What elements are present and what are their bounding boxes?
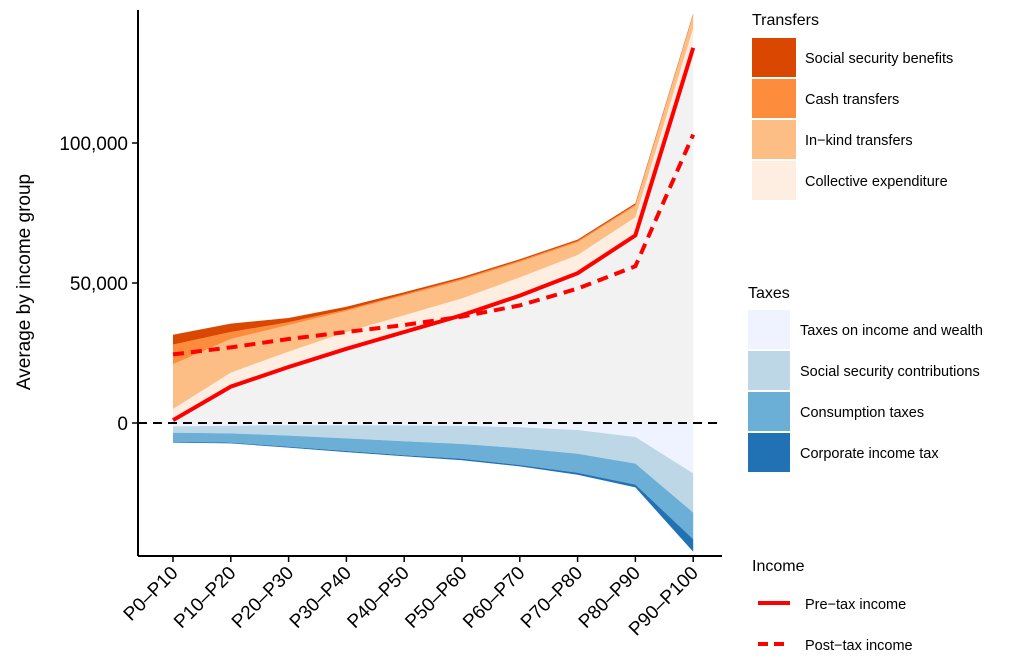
area-consumption-taxes — [173, 432, 694, 540]
area-social-security-contributions — [173, 425, 694, 513]
legend-title-taxes: Taxes — [748, 285, 790, 302]
x-tick-label: P20–P30 — [228, 563, 298, 633]
plot-area — [138, 13, 722, 552]
legend-label-in-kind-transfers: In−kind transfers — [805, 133, 913, 149]
x-tick-label: P30–P40 — [286, 563, 356, 633]
income-gap-area — [173, 47, 694, 424]
legend-label-social-security-benefits: Social security benefits — [805, 51, 953, 67]
line-post-tax-income — [172, 133, 696, 357]
legend-label-cash-transfers: Cash transfers — [805, 92, 899, 108]
legend-key-consumption-taxes — [748, 392, 790, 431]
area-collective-expenditure — [173, 28, 694, 421]
x-tick-label: P60–P70 — [459, 563, 529, 633]
y-tick-label: 0 — [117, 414, 128, 435]
legend-title-income: Income — [752, 558, 805, 575]
legend-key-in-kind-transfers — [752, 120, 796, 159]
legend-key-social-security-benefits — [752, 38, 796, 77]
legend-label-post-tax-income: Post−tax income — [805, 638, 913, 654]
legends: Transfers Social security benefits Cash tr… — [748, 12, 983, 654]
legend-label-taxes-on-income-and-wealth: Taxes on income and wealth — [800, 323, 983, 339]
x-tick-label: P70–P80 — [517, 563, 587, 633]
area-in-kind-transfers — [173, 15, 694, 409]
line-pre-tax-income — [171, 47, 696, 422]
legend-key-cash-transfers — [752, 79, 796, 118]
legend-label-consumption-taxes: Consumption taxes — [800, 405, 924, 421]
legend-label-social-security-contributions: Social security contributions — [800, 364, 980, 380]
legend-key-collective-expenditure — [752, 161, 796, 200]
legend-label-collective-expenditure: Collective expenditure — [805, 174, 948, 190]
legend-label-corporate-income-tax: Corporate income tax — [800, 446, 939, 462]
x-tick-label: P50–P60 — [401, 563, 471, 633]
legend-key-taxes-on-income-and-wealth — [748, 310, 790, 349]
x-tick-label: P10–P20 — [170, 563, 240, 633]
x-tick-label: P40–P50 — [344, 563, 414, 633]
y-axis-label: Average by income group — [14, 174, 35, 390]
legend-label-pre-tax-income: Pre−tax income — [805, 597, 906, 613]
y-tick-label: 50,000 — [70, 274, 128, 295]
area-taxes-on-income-and-wealth — [173, 423, 694, 474]
legend-title-transfers: Transfers — [752, 12, 819, 29]
legend-key-corporate-income-tax — [748, 433, 790, 472]
legend-key-social-security-contributions — [748, 351, 790, 390]
y-tick-label: 100,000 — [59, 134, 128, 155]
